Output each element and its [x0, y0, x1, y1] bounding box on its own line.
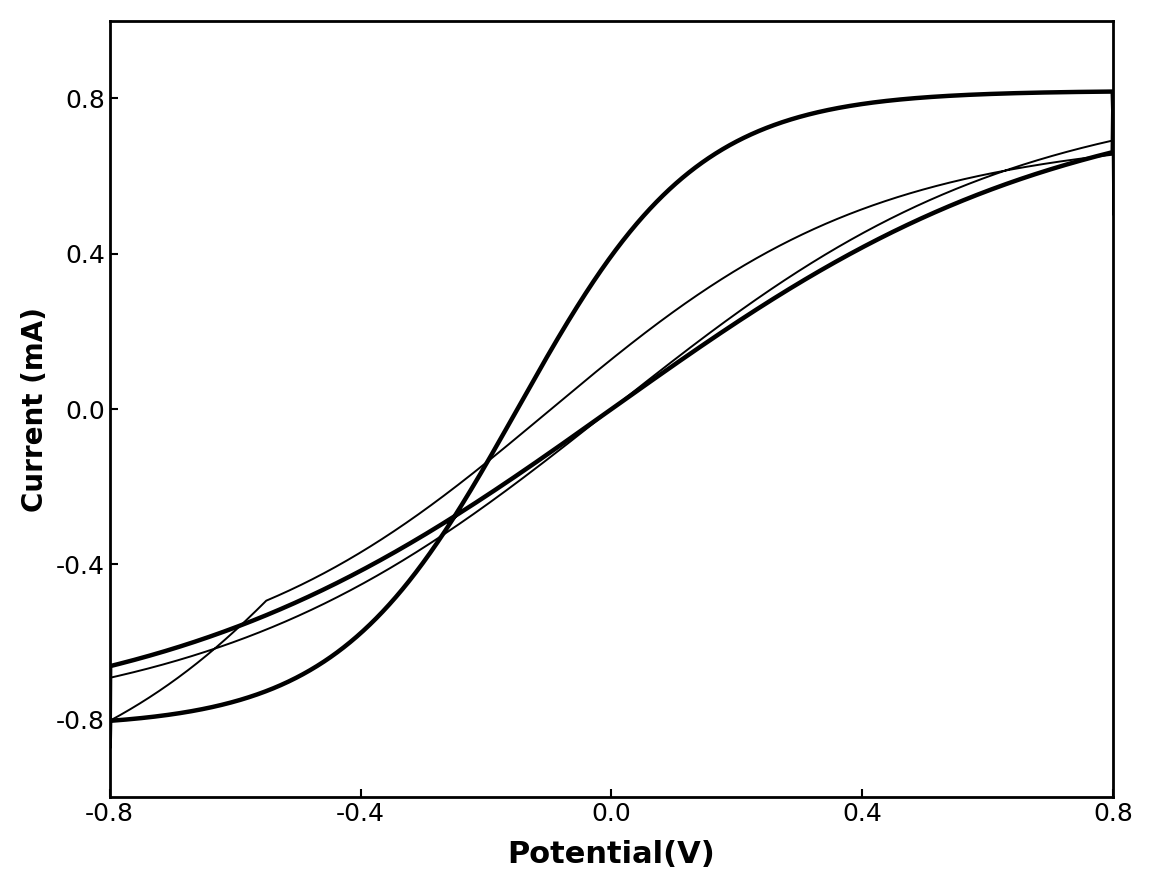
Y-axis label: Current (mA): Current (mA) [21, 307, 48, 512]
X-axis label: Potential(V): Potential(V) [508, 840, 715, 870]
